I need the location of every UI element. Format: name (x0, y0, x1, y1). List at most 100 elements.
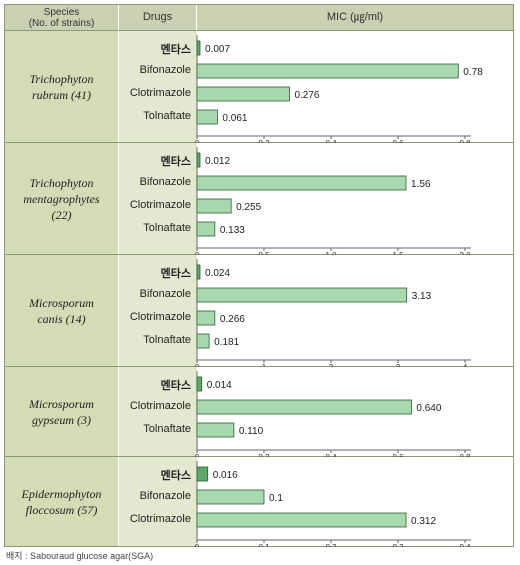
mic-bar (196, 264, 201, 280)
mic-bar (196, 287, 408, 303)
mic-bar (196, 376, 203, 392)
species-group: Epidermophyton floccosum (57) 멘타스 Bifonazol… (5, 457, 513, 547)
mic-value-label: 1.56 (411, 179, 431, 190)
mic-bar (196, 512, 407, 528)
drug-label: 멘타스 (160, 470, 191, 482)
drug-label: Bifonazole (139, 64, 191, 76)
mic-value-label: 0.024 (205, 268, 230, 279)
species-name-line: Microsporum (29, 396, 94, 411)
mic-bar (196, 422, 235, 438)
mic-bar (196, 86, 290, 102)
mic-value-label: 0.012 (205, 156, 230, 167)
mic-value-label: 0.061 (222, 113, 247, 124)
drug-label: 멘타스 (160, 156, 191, 168)
x-axis-tick-label: 0.8 (459, 453, 471, 457)
x-axis-tick-label: 1 (262, 363, 267, 367)
mic-value-label: 0.255 (236, 202, 261, 213)
x-axis-tick-label: 4 (463, 363, 468, 367)
drug-names-column: 멘타스 Clotrimazole Tolnaftate (118, 367, 197, 456)
species-name-line: Microsporum (29, 295, 94, 310)
mic-column-header: MIC (㎍/ml) (196, 5, 513, 31)
x-axis-tick-label: 0.3 (392, 543, 404, 547)
species-name: Trichophyton rubrum (41) (5, 31, 118, 142)
drug-label: Clotrimazole (129, 400, 191, 412)
drug-label: 멘타스 (160, 268, 191, 280)
species-group: Microsporum gypseum (3) 멘타스 Clotrimazole Tol… (5, 367, 513, 457)
x-axis-tick-label: 0.4 (325, 139, 337, 143)
species-name-line: Epidermophyton (21, 486, 102, 501)
x-axis-tick-label: 0 (195, 543, 200, 547)
mic-bar (196, 399, 412, 415)
mic-value-label: 0.181 (214, 337, 239, 348)
drug-names-column: 멘타스 Bifonazole Clotrimazole Tolnaftate (118, 31, 197, 142)
x-axis-tick-label: 0.4 (459, 543, 471, 547)
mic-bar (196, 466, 209, 482)
drug-label: Tolnaftate (143, 334, 191, 346)
species-name-line: (22) (51, 207, 72, 222)
footnote: 배지 : Sabouraud glucose agar(SGA) (6, 551, 154, 561)
drug-label: Tolnaftate (143, 110, 191, 122)
mic-bar (196, 175, 407, 191)
x-axis-tick-label: 0.6 (392, 139, 404, 143)
mic-bar-chart: 0.007 0.78 0.276 0.061 0 0.2 0.4 0.6 0.8 (195, 35, 483, 143)
x-axis-tick-label: 0.6 (392, 453, 404, 457)
x-axis-tick-label: 0.5 (258, 251, 270, 255)
mic-bar-chart: 0.012 1.56 0.255 0.133 0 0.5 1.0 1.5 2.0 (195, 147, 471, 255)
mic-value-label: 0.014 (207, 380, 232, 391)
x-axis-tick-label: 0 (195, 363, 200, 367)
species-group: Trichophyton mentagrophytes (22) 멘타스 Bifonaz… (5, 143, 513, 255)
species-name-line: floccosum (57) (25, 502, 98, 517)
drug-names-column: 멘타스 Bifonazole Clotrimazole Tolnaftate (118, 143, 197, 254)
x-axis-tick-label: 0.2 (325, 543, 337, 547)
x-axis-tick-label: 0.1 (258, 543, 270, 547)
species-name: Microsporum canis (14) (5, 255, 118, 366)
species-name-line: canis (14) (37, 311, 86, 326)
x-axis-tick-label: 0.4 (325, 453, 337, 457)
x-axis-tick-label: 1.0 (325, 251, 337, 255)
mic-value-label: 0.78 (463, 67, 483, 78)
x-axis-tick-label: 3 (396, 363, 401, 367)
drug-label: Clotrimazole (129, 513, 191, 525)
species-name-line: Trichophyton (29, 71, 94, 86)
mic-bar (196, 198, 232, 214)
mic-value-label: 3.13 (412, 291, 432, 302)
mic-value-label: 0.133 (220, 225, 245, 236)
mic-bar (196, 221, 216, 237)
mic-bar (196, 109, 218, 125)
drug-label: 멘타스 (160, 44, 191, 56)
x-axis-tick-label: 0 (195, 453, 200, 457)
species-name-line: Trichophyton (29, 175, 94, 190)
drug-label: Tolnaftate (143, 423, 191, 435)
mic-bar-chart: 0.016 0.1 0.312 0 0.1 0.2 0.3 0.4 (195, 461, 471, 547)
species-group: Microsporum canis (14) 멘타스 Bifonazole Clotri… (5, 255, 513, 367)
mic-value-label: 0.276 (294, 90, 319, 101)
mic-bar (196, 152, 201, 168)
x-axis-tick-label: 0.2 (258, 139, 270, 143)
species-column-header: Species (No. of strains) (5, 5, 118, 31)
drug-names-column: 멘타스 Bifonazole Clotrimazole Tolnaftate (118, 255, 197, 366)
mic-value-label: 0.110 (239, 426, 264, 437)
species-name: Microsporum gypseum (3) (5, 367, 118, 456)
drug-label: Clotrimazole (129, 199, 191, 211)
x-axis-tick-label: 0.2 (258, 453, 270, 457)
drug-label: Bifonazole (139, 490, 191, 502)
drug-label: 멘타스 (160, 380, 191, 392)
drug-label: Clotrimazole (129, 87, 191, 99)
drug-label: Clotrimazole (129, 311, 191, 323)
mic-bar (196, 489, 265, 505)
drugs-column-header: Drugs (118, 5, 196, 31)
mic-value-label: 0.016 (213, 470, 238, 481)
mic-value-label: 0.312 (411, 516, 436, 527)
x-axis-tick-label: 0 (195, 139, 200, 143)
species-name-line: mentagrophytes (23, 191, 100, 206)
x-axis-tick-label: 0 (195, 251, 200, 255)
species-name: Trichophyton mentagrophytes (22) (5, 143, 118, 254)
species-name-line: rubrum (41) (31, 87, 91, 102)
mic-bar-chart: 0.014 0.640 0.110 0 0.2 0.4 0.6 0.8 (195, 371, 471, 457)
drug-names-column: 멘타스 Bifonazole Clotrimazole (118, 457, 197, 546)
mic-bar (196, 63, 459, 79)
mic-table: Species (No. of strains) Drugs MIC (㎍/ml… (4, 4, 514, 547)
mic-value-label: 0.1 (269, 493, 283, 504)
mic-value-label: 0.007 (205, 44, 230, 55)
species-name: Epidermophyton floccosum (57) (5, 457, 118, 546)
